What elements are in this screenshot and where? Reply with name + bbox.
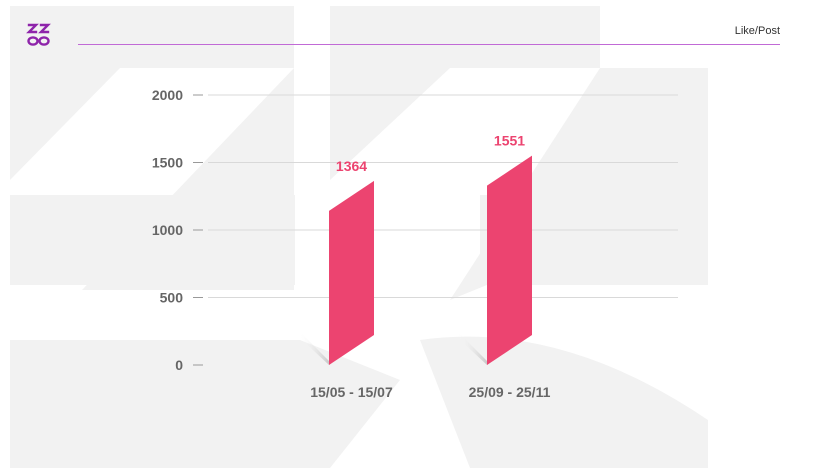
bar-data-label: 1364 [336,158,367,174]
y-tick-label: 1000 [152,222,183,238]
y-tick-label: 2000 [152,87,183,103]
bar-shadow [299,333,331,365]
zz-loop-logo-icon[interactable] [24,22,54,48]
x-category-label: 15/05 - 15/07 [310,384,393,400]
y-tick-label: 1500 [152,155,183,171]
bar-data-label: 1551 [494,133,525,149]
header-divider [78,44,780,45]
bar [329,180,374,365]
bar [487,155,532,365]
bar-shadow [457,333,489,365]
y-tick-label: 0 [175,357,183,373]
y-tick-label: 500 [160,290,184,306]
x-category-label: 25/09 - 25/11 [469,384,551,400]
header-label: Like/Post [734,25,780,37]
